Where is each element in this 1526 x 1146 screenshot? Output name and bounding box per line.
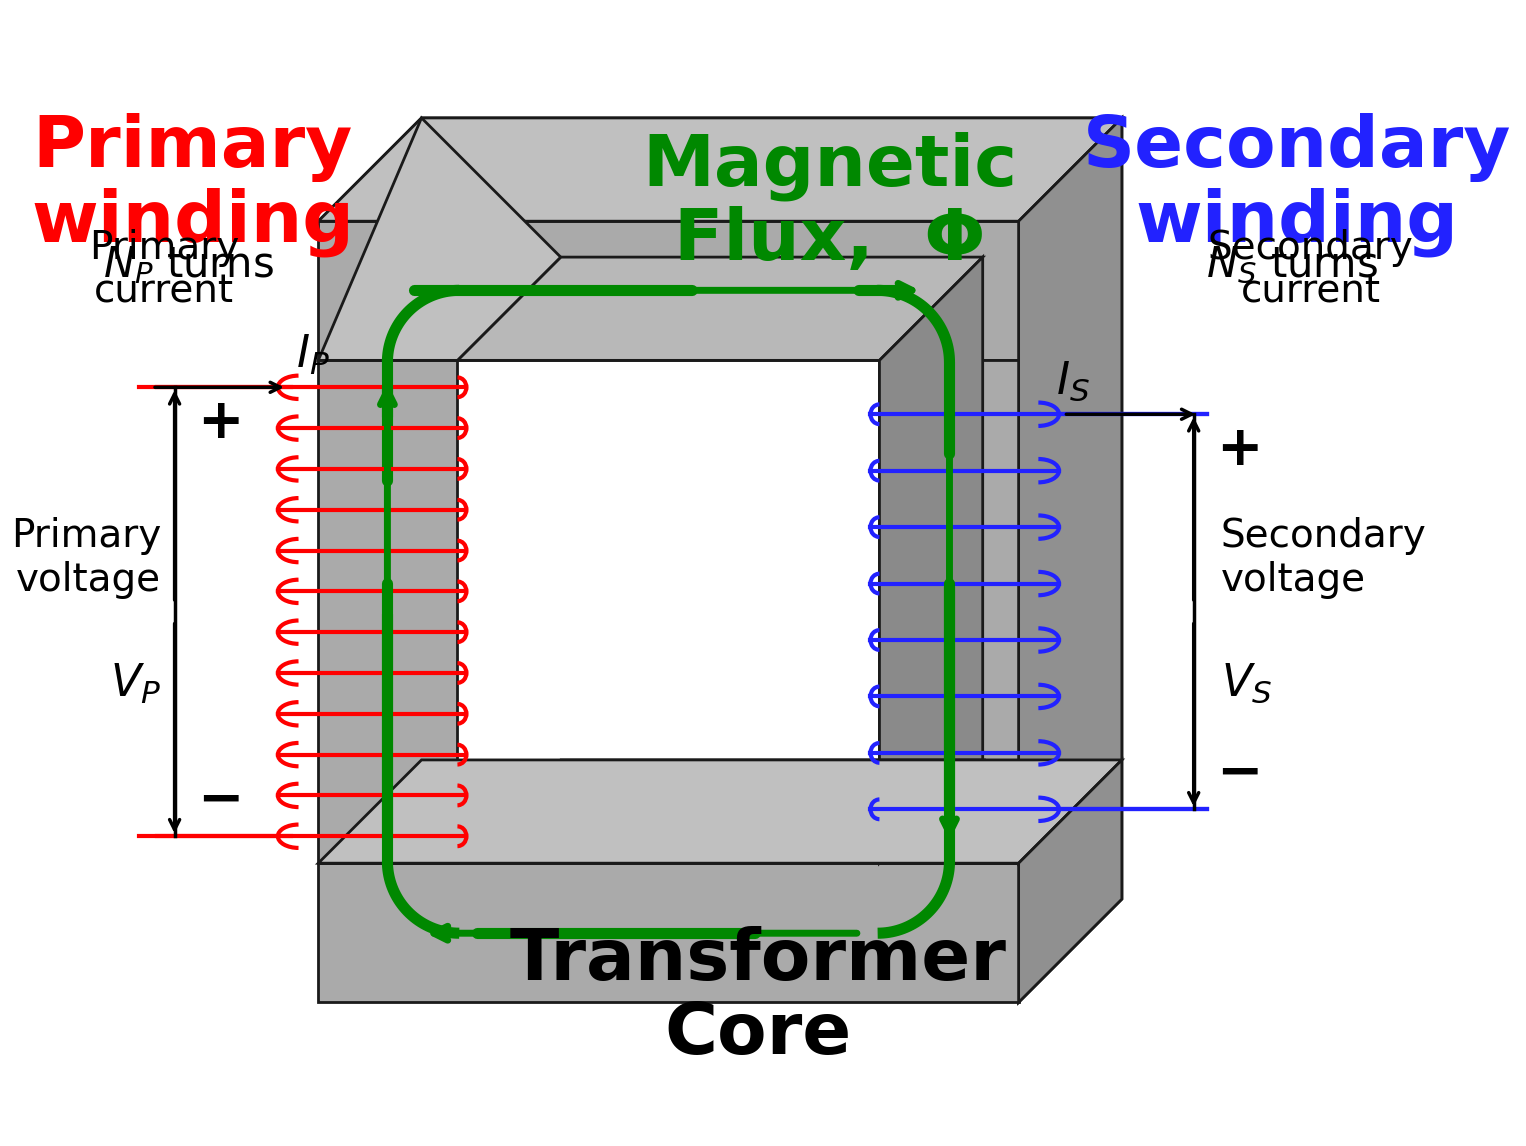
Text: +: +	[197, 397, 244, 450]
Text: Secondary
current: Secondary current	[1207, 229, 1413, 311]
Polygon shape	[319, 360, 458, 863]
Text: −: −	[197, 774, 244, 827]
Polygon shape	[1019, 118, 1122, 863]
Polygon shape	[319, 760, 1122, 863]
Text: Magnetic
Flux,  Φ: Magnetic Flux, Φ	[642, 132, 1018, 275]
Polygon shape	[319, 118, 1122, 221]
Text: $V_P$: $V_P$	[110, 661, 162, 706]
Text: Primary
winding: Primary winding	[31, 113, 354, 258]
Polygon shape	[1019, 118, 1122, 1003]
Text: $N_S$ turns: $N_S$ turns	[1207, 244, 1378, 285]
Text: $V_S$: $V_S$	[1221, 662, 1271, 705]
Polygon shape	[319, 863, 1019, 1003]
Text: Secondary
winding: Secondary winding	[1083, 113, 1511, 258]
Polygon shape	[458, 257, 983, 360]
Polygon shape	[319, 118, 560, 360]
Text: −: −	[1216, 746, 1262, 800]
Polygon shape	[879, 360, 1019, 863]
Text: Transformer
Core: Transformer Core	[510, 926, 1007, 1069]
Polygon shape	[319, 118, 1122, 221]
Text: Secondary
voltage: Secondary voltage	[1221, 517, 1427, 599]
Text: Primary
current: Primary current	[89, 229, 240, 311]
Polygon shape	[1019, 760, 1122, 1003]
Text: $I_S$: $I_S$	[1056, 360, 1090, 403]
Polygon shape	[879, 257, 983, 863]
Text: $N_P$ turns: $N_P$ turns	[102, 244, 273, 285]
Text: Primary
voltage: Primary voltage	[11, 517, 162, 599]
Polygon shape	[458, 760, 983, 863]
Polygon shape	[319, 221, 1019, 360]
Text: $I_P$: $I_P$	[296, 332, 330, 377]
Text: +: +	[1216, 423, 1262, 477]
